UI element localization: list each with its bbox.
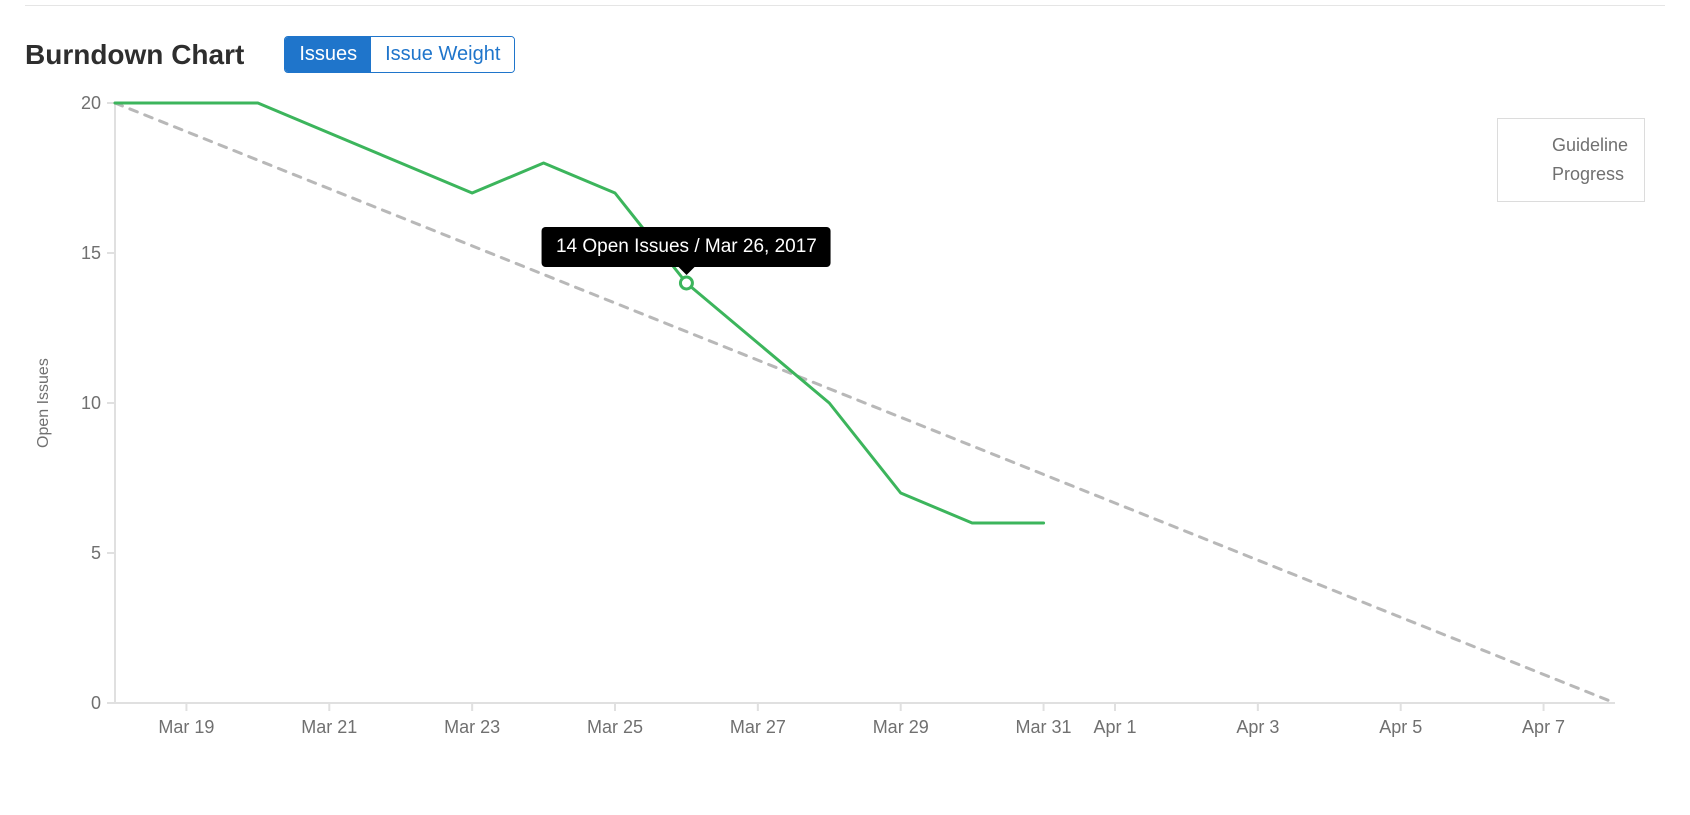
x-tick-label: Apr 3	[1236, 717, 1279, 737]
x-tick-label: Apr 1	[1093, 717, 1136, 737]
chart-header: Burndown Chart Issues Issue Weight	[0, 6, 1690, 83]
x-tick-label: Mar 21	[301, 717, 357, 737]
y-tick-label: 10	[81, 393, 101, 413]
legend-progress-label: Progress	[1552, 164, 1624, 185]
x-tick-label: Mar 23	[444, 717, 500, 737]
y-axis-title: Open Issues	[35, 358, 53, 448]
toggle-issues[interactable]: Issues	[285, 37, 371, 72]
x-tick-label: Apr 5	[1379, 717, 1422, 737]
page-title: Burndown Chart	[25, 39, 244, 71]
x-tick-label: Mar 29	[873, 717, 929, 737]
x-tick-label: Mar 19	[158, 717, 214, 737]
x-tick-label: Mar 31	[1016, 717, 1072, 737]
datapoint-tooltip: 14 Open Issues / Mar 26, 2017	[542, 227, 831, 267]
y-tick-label: 5	[91, 543, 101, 563]
y-tick-label: 15	[81, 243, 101, 263]
x-tick-label: Apr 7	[1522, 717, 1565, 737]
legend-guideline-label: Guideline	[1552, 135, 1628, 156]
legend-progress[interactable]: Progress	[1514, 160, 1628, 189]
toggle-issue-weight[interactable]: Issue Weight	[371, 37, 514, 72]
burndown-chart: 0 5 10 15 20 Mar 19 Mar 21 Mar 23 Mar 25 Mar 27 Ma…	[25, 83, 1665, 768]
chart-svg: 0 5 10 15 20 Mar 19 Mar 21 Mar 23 Mar 25 Mar 27 Ma…	[25, 83, 1645, 763]
y-tick-label: 0	[91, 693, 101, 713]
legend-guideline[interactable]: Guideline	[1514, 131, 1628, 160]
chart-legend: Guideline Progress	[1497, 118, 1645, 202]
metric-toggle: Issues Issue Weight	[284, 36, 515, 73]
x-tick-label: Mar 27	[730, 717, 786, 737]
y-tick-label: 20	[81, 93, 101, 113]
x-tick-label: Mar 25	[587, 717, 643, 737]
